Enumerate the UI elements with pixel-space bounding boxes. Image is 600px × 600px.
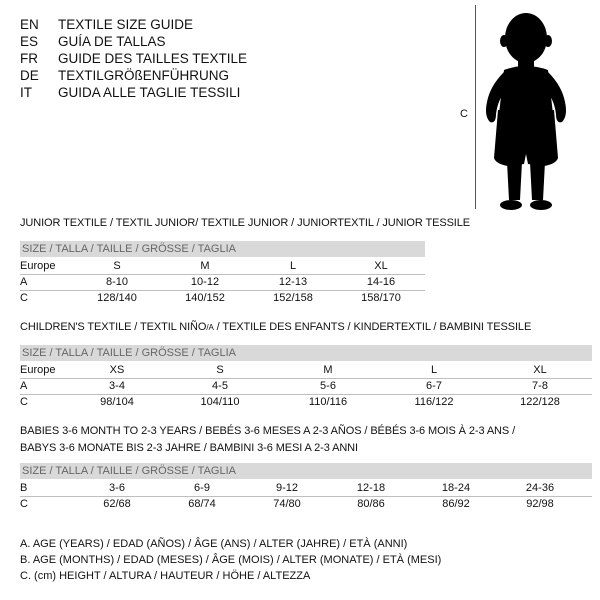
table-cell: 7-8 <box>532 380 548 392</box>
table-cell: 24-36 <box>525 482 555 494</box>
row-label: Europe <box>20 364 56 376</box>
row-label: A <box>20 276 28 288</box>
row-label: C <box>20 292 28 304</box>
lang-title: GUIDA ALLE TAGLIE TESSILI <box>58 85 241 100</box>
row-label: Europe <box>20 260 56 272</box>
table-row: C 62/68 68/74 74/80 80/86 86/92 92/98 <box>20 496 592 512</box>
table-cell: 98/104 <box>100 396 134 408</box>
table-cell: 8-10 <box>105 276 129 288</box>
lang-title: GUIDE DES TAILLES TEXTILE <box>58 51 248 66</box>
table-cell: L <box>430 364 438 376</box>
table-cell: 86/92 <box>442 498 470 510</box>
table-cell: 5-6 <box>320 380 336 392</box>
row-divider <box>20 290 425 291</box>
table-row: A 3-4 4-5 5-6 6-7 7-8 <box>20 378 592 394</box>
row-label: C <box>20 498 28 510</box>
children-table-header: SIZE / TALLA / TAILLE / GRÖSSE / TAGLIA <box>20 345 592 361</box>
table-cell: L <box>289 260 297 272</box>
table-cell: 92/98 <box>526 498 554 510</box>
table-cell: 62/68 <box>103 498 131 510</box>
table-cell: XS <box>109 364 125 376</box>
lang-code: DE <box>20 68 39 83</box>
table-cell: 158/170 <box>361 292 401 304</box>
table-cell: 6-9 <box>194 482 210 494</box>
lang-row-it: IT GUIDA ALLE TAGLIE TESSILI <box>20 84 240 101</box>
row-divider <box>20 496 592 497</box>
lang-row-de: DE TEXTILGRÖßENFÜHRUNG <box>20 67 229 84</box>
lang-title: TEXTILGRÖßENFÜHRUNG <box>58 68 230 83</box>
lang-code: IT <box>20 85 32 100</box>
legend-age-years: A. AGE (YEARS) / EDAD (AÑOS) / ÂGE (ANS)… <box>20 538 408 550</box>
lang-row-es: ES GUÍA DE TALLAS <box>20 33 166 50</box>
table-cell: 128/140 <box>97 292 137 304</box>
height-line <box>475 5 476 209</box>
row-divider <box>20 274 425 275</box>
table-cell: 3-4 <box>109 380 125 392</box>
table-cell: 116/122 <box>414 396 454 408</box>
row-label: B <box>20 482 28 494</box>
children-title: CHILDREN'S TEXTILE / TEXTIL NIÑO/A / TEX… <box>20 320 531 335</box>
table-cell: S <box>216 364 224 376</box>
table-cell: 68/74 <box>188 498 216 510</box>
table-row: Europe XS S M L XL <box>20 362 592 378</box>
children-title-end: / TEXTILE DES ENFANTS / KINDERTEXTIL / B… <box>213 321 532 333</box>
row-label: A <box>20 380 28 392</box>
table-cell: 12-13 <box>278 276 308 288</box>
table-cell: 122/128 <box>520 396 560 408</box>
table-row: C 98/104 104/110 110/116 116/122 122/128 <box>20 394 592 410</box>
table-cell: 9-12 <box>275 482 299 494</box>
children-title-sub: /A <box>206 323 214 332</box>
table-cell: XL <box>374 260 388 272</box>
table-row: C 128/140 140/152 152/158 158/170 <box>20 290 425 306</box>
table-cell: M <box>323 364 333 376</box>
table-cell: 152/158 <box>273 292 313 304</box>
row-divider <box>20 378 592 379</box>
lang-code: ES <box>20 34 39 49</box>
table-cell: M <box>200 260 210 272</box>
table-row: A 8-10 10-12 12-13 14-16 <box>20 274 425 290</box>
table-cell: S <box>113 260 121 272</box>
table-cell: 104/110 <box>200 396 240 408</box>
legend-height: C. (cm) HEIGHT / ALTURA / HAUTEUR / HÖHE… <box>20 570 311 582</box>
table-cell: 74/80 <box>273 498 301 510</box>
table-cell: 3-6 <box>109 482 125 494</box>
lang-code: FR <box>20 51 38 66</box>
table-cell: 110/116 <box>308 396 348 408</box>
children-title-start: CHILDREN'S TEXTILE / TEXTIL NIÑO <box>20 321 207 333</box>
lang-row-en: EN TEXTILE SIZE GUIDE <box>20 16 193 33</box>
legend-age-months: B. AGE (MONTHS) / EDAD (MESES) / ÂGE (MO… <box>20 554 442 566</box>
table-cell: XL <box>533 364 547 376</box>
babies-title-line2: BABYS 3-6 MONATE BIS 2-3 JAHRE / BAMBINI… <box>20 442 358 454</box>
child-silhouette-icon <box>486 13 566 210</box>
row-divider <box>20 394 592 395</box>
lang-code: EN <box>20 17 39 32</box>
table-cell: 14-16 <box>366 276 396 288</box>
table-cell: 10-12 <box>190 276 220 288</box>
lang-row-fr: FR GUIDE DES TAILLES TEXTILE <box>20 50 247 67</box>
lang-title: GUÍA DE TALLAS <box>58 34 166 49</box>
table-cell: 18-24 <box>441 482 471 494</box>
height-marker: C <box>460 108 468 120</box>
junior-title: JUNIOR TEXTILE / TEXTIL JUNIOR/ TEXTILE … <box>20 217 471 229</box>
babies-title-line1: BABIES 3-6 MONTH TO 2-3 YEARS / BEBÉS 3-… <box>20 425 516 437</box>
table-cell: 4-5 <box>212 380 228 392</box>
lang-title: TEXTILE SIZE GUIDE <box>58 17 194 32</box>
table-cell: 12-18 <box>356 482 386 494</box>
table-row: Europe S M L XL <box>20 258 425 274</box>
table-cell: 80/86 <box>357 498 385 510</box>
junior-table-header: SIZE / TALLA / TAILLE / GRÖSSE / TAGLIA <box>20 241 425 257</box>
babies-table-header: SIZE / TALLA / TAILLE / GRÖSSE / TAGLIA <box>20 463 592 479</box>
table-cell: 140/152 <box>185 292 225 304</box>
table-row: B 3-6 6-9 9-12 12-18 18-24 24-36 <box>20 480 592 496</box>
row-label: C <box>20 396 28 408</box>
table-cell: 6-7 <box>426 380 442 392</box>
